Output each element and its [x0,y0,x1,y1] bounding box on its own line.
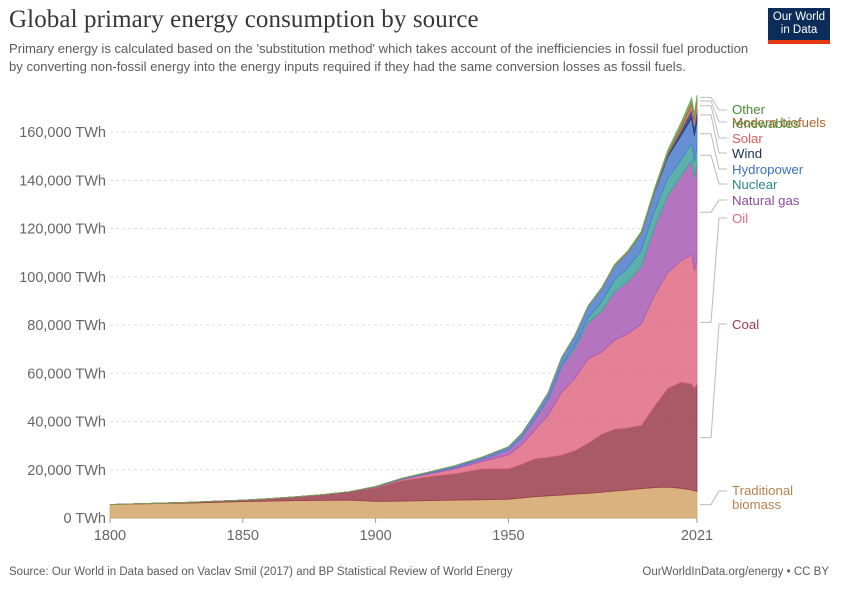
legend-label-natural-gas: Natural gas [732,193,800,208]
stacked-area-chart: 0 TWh 20,000 TWh 40,000 TWh 60,000 TWh 80,00… [19,95,826,544]
legend-label-hydropower: Hydropower [732,162,804,177]
x-tick-label: 1950 [492,528,524,544]
legend-connector [700,96,727,111]
legend-label-other-renewables: renewables [732,116,800,131]
x-tick-label: 1800 [94,528,126,544]
y-tick-label: 160,000 TWh [19,125,106,141]
legend-connector [700,100,727,123]
y-tick-label: 40,000 TWh [27,415,106,431]
legend-connector [700,199,727,213]
x-tick-label: 2021 [681,528,713,544]
owid-logo[interactable]: Our World in Data [768,8,830,44]
legend-connector [700,114,727,154]
logo-line2: in Data [780,24,818,36]
grid-lines [110,131,697,471]
y-tick-label: 140,000 TWh [19,173,106,189]
legend-label-wind: Wind [732,146,762,161]
x-tick-label: 1850 [227,528,259,544]
logo-line1: Our World [772,11,826,23]
legend-label-solar: Solar [732,131,763,146]
credit-note[interactable]: OurWorldInData.org/energy • CC BY [642,566,829,578]
chart-title: Global primary energy consumption by sou… [9,6,479,33]
legend-connector [700,154,727,185]
area-series [109,95,698,519]
legend-label-oil: Oil [732,211,748,226]
legend-connector [700,105,727,139]
legend-label-coal: Coal [732,317,759,332]
legend-label-nuclear: Nuclear [732,177,778,192]
x-tick-label: 1900 [359,528,391,544]
legend-label-modern-biofuels: Modern biofuels [732,115,826,130]
chart-subtitle: Primary energy is calculated based on th… [9,41,749,74]
source-note: Source: Our World in Data based on Vacla… [9,566,513,578]
y-tick-label: 120,000 TWh [19,222,106,238]
y-tick-label: 0 TWh [64,511,106,527]
area-other-renewables[interactable] [109,95,698,505]
legend-connector [700,490,727,506]
legend-label-traditional-biomass: biomass [732,497,782,512]
legend-connector [700,323,727,439]
legend-connector [700,133,727,170]
legend-label-traditional-biomass: Traditional [732,483,793,498]
y-tick-label: 20,000 TWh [27,463,106,479]
y-tick-label: 60,000 TWh [27,366,106,382]
y-tick-label: 100,000 TWh [19,270,106,286]
legend-label-other-renewables: Other [732,102,766,117]
y-tick-label: 80,000 TWh [27,318,106,334]
legend-connector [700,217,727,323]
